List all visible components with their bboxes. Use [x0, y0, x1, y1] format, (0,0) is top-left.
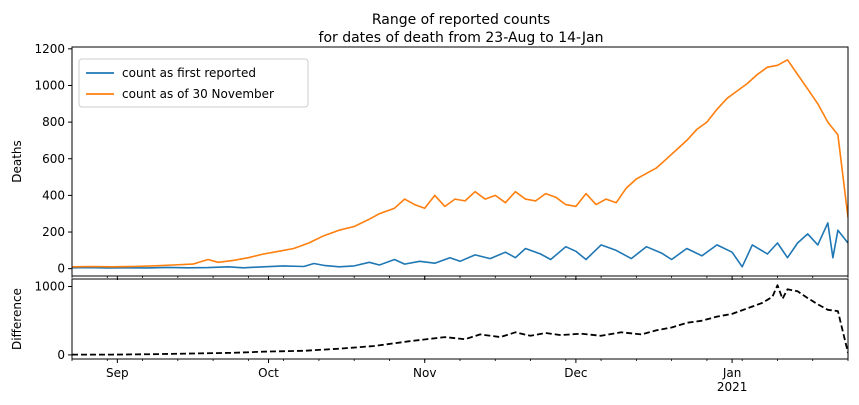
legend-label-1: count as first reported: [122, 66, 256, 80]
legend-box: [78, 58, 309, 108]
top-y-axis-label: Deaths: [10, 140, 24, 183]
chart-title-line-1: Range of reported counts: [372, 12, 550, 28]
top-y-tick-label-1000: 1000: [34, 78, 65, 92]
top-y-tick-label-0: 0: [57, 262, 65, 276]
x-tick-label-2020-09-01: Sep: [106, 366, 129, 380]
legend: count as first reported count as of 30 No…: [78, 58, 309, 108]
x-tick-label-2021-01-01-year: 2021: [717, 380, 748, 394]
legend-label-2: count as of 30 November: [122, 87, 274, 101]
top-panel: 0 200 400 600 800 1000 1200 Deaths count as firs…: [10, 42, 849, 280]
bottom-y-tick-label-1000: 1000: [34, 280, 65, 294]
x-tick-label-2020-10-01: Oct: [258, 366, 279, 380]
top-y-tick-label-1200: 1200: [34, 42, 65, 56]
top-series-line-1: [72, 222, 848, 269]
bottom-y-tick-label-0: 0: [57, 348, 65, 362]
x-tick-label-2020-12-01: Dec: [564, 366, 587, 380]
top-y-tick-label-200: 200: [42, 225, 65, 239]
top-y-tick-label-800: 800: [42, 115, 65, 129]
top-y-tick-label-600: 600: [42, 152, 65, 166]
top-series-line-2: [72, 59, 848, 268]
top-y-tick-label-400: 400: [42, 188, 65, 202]
chart-title: Range of reported counts for dates of dea…: [319, 12, 604, 46]
chart-title-line-2: for dates of death from 23-Aug to 14-Jan: [319, 30, 604, 46]
bottom-y-axis-label: Difference: [10, 288, 24, 350]
x-tick-label-2020-11-01: Nov: [413, 366, 436, 380]
x-tick-label-2021-01-01: Jan: [722, 366, 742, 380]
bottom-series-line-1: [72, 284, 848, 356]
